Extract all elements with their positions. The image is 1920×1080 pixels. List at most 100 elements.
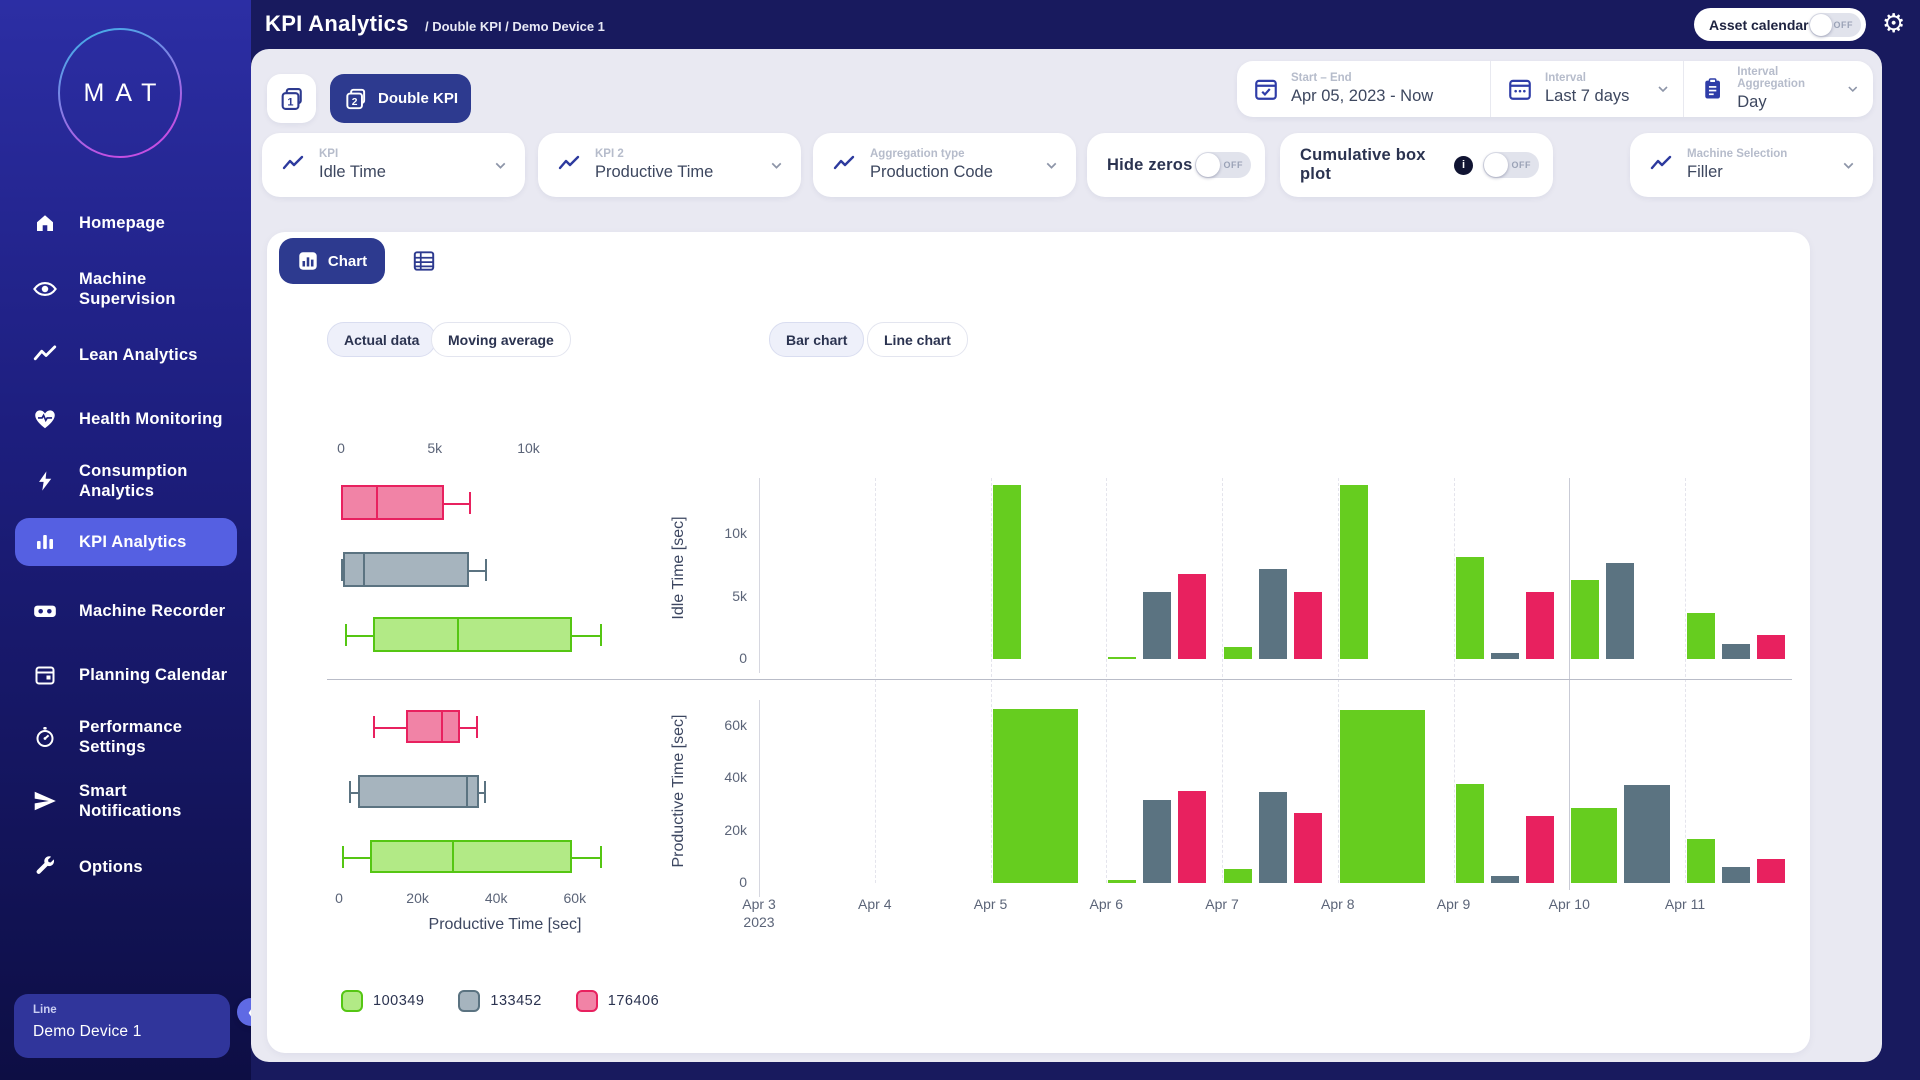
sidebar-item-label: KPI Analytics xyxy=(79,532,187,551)
legend-swatch-100349[interactable] xyxy=(341,990,363,1012)
asset-calendar-pill[interactable]: Asset calendar OFF xyxy=(1694,8,1866,41)
kpi2-dropdown[interactable]: KPI 2 Productive Time xyxy=(538,133,801,197)
legend-swatch-133452[interactable] xyxy=(458,990,481,1012)
trend-icon xyxy=(282,155,304,170)
toggle-state: OFF xyxy=(1833,19,1853,30)
y-tick-label: 10k xyxy=(724,525,747,542)
sidebar-item-smart-notifications[interactable]: Smart Notifications xyxy=(15,763,237,839)
date-gridline xyxy=(874,478,876,883)
info-icon[interactable]: i xyxy=(1454,155,1473,175)
recorder-icon xyxy=(32,598,58,624)
chart-card: Chart Actual data Moving average Bar cha… xyxy=(267,232,1810,1053)
device-type-label: Line xyxy=(33,1004,57,1016)
kpi-dropdown[interactable]: KPI Idle Time xyxy=(262,133,525,197)
hide-zeros-toggle[interactable]: OFF xyxy=(1195,152,1251,178)
bar-100349-apr-10 xyxy=(1571,580,1600,659)
bar-100349-apr-11 xyxy=(1687,838,1715,883)
sidebar-item-performance-settings[interactable]: Performance Settings xyxy=(15,699,237,775)
cumulative-toggle[interactable]: OFF xyxy=(1483,152,1539,178)
svg-text:1: 1 xyxy=(287,96,293,108)
interval-section[interactable]: Interval Last 7 days xyxy=(1490,61,1683,117)
gear-icon[interactable]: ⚙ xyxy=(1882,8,1906,38)
device-name: Demo Device 1 xyxy=(33,1023,142,1040)
bar-133452-apr-9 xyxy=(1490,876,1519,883)
page-title: KPI Analytics xyxy=(265,11,409,36)
y-tick-label: 5k xyxy=(732,587,747,604)
clipboard-icon xyxy=(1705,78,1720,99)
box-median xyxy=(465,775,468,808)
box-axis-tick-label: 60k xyxy=(563,890,587,906)
start-end-label: Start – End xyxy=(1291,72,1352,84)
machine-selection-dropdown[interactable]: Machine Selection Filler xyxy=(1630,133,1873,197)
interval-aggregation-section[interactable]: Interval Aggregation Day xyxy=(1683,61,1873,117)
sidebar-item-machine-supervision[interactable]: Machine Supervision xyxy=(15,251,237,327)
tab-table[interactable] xyxy=(409,247,439,277)
hide-zeros-label: Hide zeros xyxy=(1107,155,1193,174)
wrench-icon xyxy=(32,854,58,880)
subplot-divider xyxy=(327,679,1792,680)
bar-176406-apr-7 xyxy=(1294,591,1322,659)
sidebar-item-kpi-analytics[interactable]: KPI Analytics xyxy=(15,518,237,566)
double-kpi-button[interactable]: 2 Double KPI xyxy=(330,74,471,123)
single-kpi-icon: 1 xyxy=(281,87,302,110)
bar-100349-apr-6 xyxy=(1108,656,1137,659)
x-tick-label: Apr 10 xyxy=(1548,896,1590,912)
box-whisker-cap xyxy=(468,491,471,514)
date-gridline xyxy=(1222,478,1223,883)
chevron-down-icon xyxy=(1658,86,1668,93)
sidebar-item-planning-calendar[interactable]: Planning Calendar xyxy=(15,648,237,702)
y-axis-line xyxy=(759,700,760,897)
sidebar-item-consumption-analytics[interactable]: Consumption Analytics xyxy=(15,443,237,519)
bar-133452-apr-6 xyxy=(1143,799,1172,883)
breadcrumb[interactable]: / Double KPI / Demo Device 1 xyxy=(425,19,605,34)
actual-data-button[interactable]: Actual data xyxy=(327,322,437,357)
aggregation-type-label: Aggregation type xyxy=(870,148,965,160)
sidebar-item-options[interactable]: Options xyxy=(15,840,237,894)
box-median xyxy=(457,617,460,652)
tab-chart[interactable]: Chart xyxy=(279,238,385,284)
start-end-section[interactable]: Start – End Apr 05, 2023 - Now xyxy=(1237,61,1490,117)
box-axis-tick-label: 5k xyxy=(427,440,443,456)
calendar-icon xyxy=(1509,79,1531,100)
interval-value: Last 7 days xyxy=(1545,87,1630,105)
box-axis-title: Productive Time [sec] xyxy=(428,916,582,933)
sidebar-item-label: Machine Supervision xyxy=(79,269,176,308)
x-tick-label: Apr 11 xyxy=(1664,896,1706,912)
bolt-icon xyxy=(32,468,58,494)
box-whisker-cap xyxy=(599,845,602,868)
chevron-down-icon xyxy=(1843,162,1854,169)
chevron-down-icon xyxy=(495,162,506,169)
legend-label: 133452 xyxy=(490,993,542,1009)
moving-average-button[interactable]: Moving average xyxy=(431,322,571,357)
interval-aggregation-label: Interval Aggregation xyxy=(1737,66,1805,90)
box-iqr xyxy=(372,617,572,652)
machine-selection-value: Filler xyxy=(1687,163,1723,181)
bar-100349-apr-8 xyxy=(1339,710,1425,883)
bar-133452-apr-10 xyxy=(1624,785,1671,883)
single-kpi-button[interactable]: 1 xyxy=(267,74,316,123)
stopwatch-icon xyxy=(32,724,58,750)
bars-icon xyxy=(32,529,58,555)
start-end-value: Apr 05, 2023 - Now xyxy=(1291,87,1434,105)
device-selector-card[interactable]: Line Demo Device 1 xyxy=(14,994,230,1058)
sidebar-item-health-monitoring[interactable]: Health Monitoring xyxy=(15,392,237,446)
bar-100349-apr-10 xyxy=(1571,807,1618,883)
sidebar-item-homepage[interactable]: Homepage xyxy=(15,196,237,250)
double-kpi-icon: 2 xyxy=(346,88,366,109)
box-whisker-cap xyxy=(373,715,376,738)
sidebar-item-machine-recorder[interactable]: Machine Recorder xyxy=(15,584,237,638)
line-chart-button[interactable]: Line chart xyxy=(867,322,968,357)
bar-chart-button[interactable]: Bar chart xyxy=(769,322,865,357)
hide-zeros-pill: Hide zeros OFF xyxy=(1087,133,1265,197)
cumulative-box-plot-pill: Cumulative box plot i OFF xyxy=(1280,133,1553,197)
bar-133452-apr-9 xyxy=(1490,652,1519,659)
toggle-knob xyxy=(1810,13,1832,36)
sidebar-item-lean-analytics[interactable]: Lean Analytics xyxy=(15,328,237,382)
aggregation-type-dropdown[interactable]: Aggregation type Production Code xyxy=(813,133,1076,197)
send-icon xyxy=(32,788,58,814)
box-axis-tick-label: 0 xyxy=(335,890,343,906)
svg-text:2: 2 xyxy=(352,97,358,108)
legend-swatch-176406[interactable] xyxy=(575,990,598,1012)
asset-calendar-toggle[interactable]: OFF xyxy=(1809,12,1861,37)
chart-plot-area: 0 5k 10k 0 20k 40k 60k Productive Time [sec] 0 5k… xyxy=(267,232,1810,1053)
